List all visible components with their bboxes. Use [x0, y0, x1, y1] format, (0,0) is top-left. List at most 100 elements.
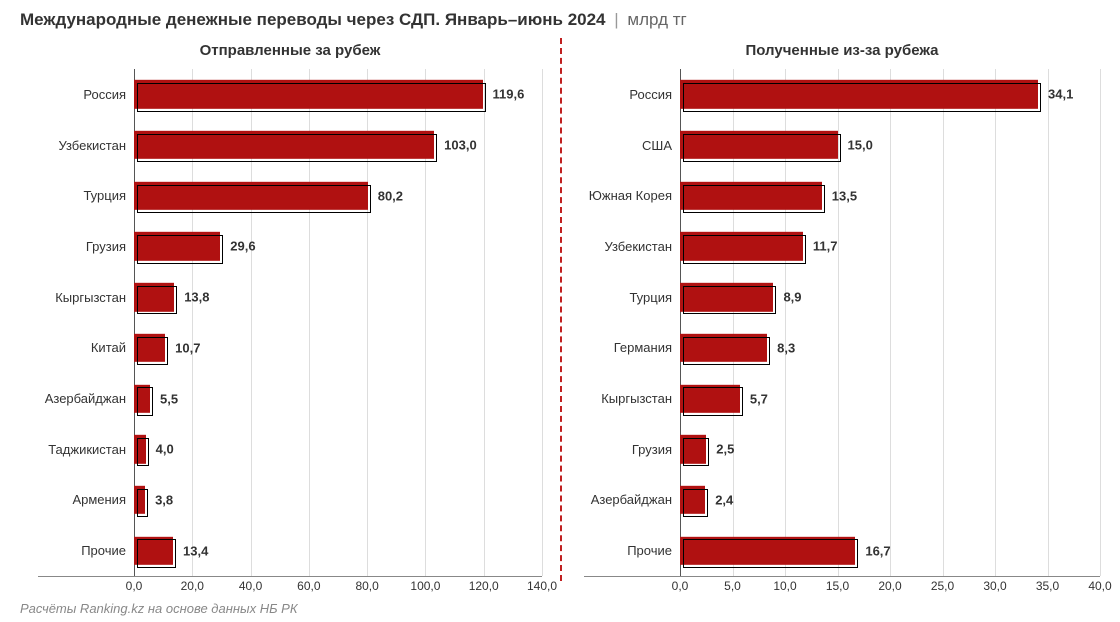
left-category-label: Грузия	[38, 239, 134, 254]
right-value-label: 8,3	[777, 340, 795, 355]
right-row: Германия 8,3	[584, 323, 1100, 374]
left-value-label: 13,4	[183, 543, 208, 558]
right-xtick-label: 5,0	[724, 579, 741, 593]
left-value-label: 29,6	[230, 239, 255, 254]
right-bar-area: 2,4	[680, 475, 1100, 526]
right-bar-area: 8,9	[680, 272, 1100, 323]
right-value-label: 2,4	[715, 492, 733, 507]
left-xtick-label: 0,0	[126, 579, 143, 593]
left-bar	[134, 384, 150, 412]
right-row: Кыргызстан 5,7	[584, 373, 1100, 424]
panel-left: Отправленные за рубеж Россия119,6Узбекис…	[20, 38, 560, 599]
right-xtick-label: 0,0	[672, 579, 689, 593]
left-row: Россия 119,6	[38, 69, 542, 120]
charts-container: Отправленные за рубеж Россия119,6Узбекис…	[20, 38, 1100, 599]
right-bar	[680, 486, 705, 514]
right-xtick-label: 40,0	[1088, 579, 1111, 593]
right-bar-area: 11,7	[680, 221, 1100, 272]
right-value-label: 5,7	[750, 391, 768, 406]
right-value-label: 8,9	[783, 290, 801, 305]
right-bar	[680, 232, 803, 260]
left-row: Кыргызстан13,8	[38, 272, 542, 323]
right-gridline	[1100, 69, 1101, 576]
right-category-label: Южная Корея	[584, 188, 680, 203]
right-xtick-label: 35,0	[1036, 579, 1059, 593]
right-bar	[680, 435, 706, 463]
left-row: Таджикистан4,0	[38, 424, 542, 475]
left-row: Армения3,8	[38, 475, 542, 526]
left-bar-area: 103,0	[134, 120, 542, 171]
left-bar-area: 119,6	[134, 69, 542, 120]
right-row: Грузия2,5	[584, 424, 1100, 475]
plot-right-inner: Россия 34,1 США 15,0 Южная Корея 13,5 Узбекист…	[584, 69, 1100, 576]
left-row: Азербайджан5,5	[38, 373, 542, 424]
right-value-label: 16,7	[865, 543, 890, 558]
right-category-label: Прочие	[584, 543, 680, 558]
left-value-label: 80,2	[378, 188, 403, 203]
xaxis-left: 0,020,040,060,080,0100,0120,0140,0	[38, 577, 542, 599]
right-value-label: 34,1	[1048, 87, 1073, 102]
left-bar	[134, 334, 165, 362]
left-value-label: 3,8	[155, 492, 173, 507]
right-bar-area: 5,7	[680, 373, 1100, 424]
left-category-label: Россия	[38, 87, 134, 102]
title-separator: |	[610, 10, 622, 29]
left-xtick-label: 80,0	[355, 579, 378, 593]
left-bar	[134, 536, 173, 564]
left-category-label: Узбекистан	[38, 138, 134, 153]
left-row: Турция80,2	[38, 170, 542, 221]
right-bar-area: 13,5	[680, 170, 1100, 221]
page-root: Международные денежные переводы через СД…	[0, 0, 1120, 622]
footnote: Расчёты Ranking.kz на основе данных НБ Р…	[20, 601, 1100, 616]
plot-left-inner: Россия 119,6 Узбекистан 103,0 Турция80,2 Груз…	[38, 69, 542, 576]
left-category-label: Прочие	[38, 543, 134, 558]
left-bar-area: 3,8	[134, 475, 542, 526]
title-main: Международные денежные переводы через СД…	[20, 10, 606, 29]
panel-divider	[560, 38, 562, 581]
left-value-label: 103,0	[444, 138, 477, 153]
right-xtick-label: 20,0	[878, 579, 901, 593]
right-row: Южная Корея 13,5	[584, 170, 1100, 221]
right-row: Прочие 16,7	[584, 525, 1100, 576]
right-row: Узбекистан11,7	[584, 221, 1100, 272]
panel-right: Полученные из-за рубежа Россия34,1США15,…	[560, 38, 1100, 599]
right-category-label: Узбекистан	[584, 239, 680, 254]
right-bar-area: 15,0	[680, 120, 1100, 171]
left-category-label: Таджикистан	[38, 442, 134, 457]
left-xtick-label: 140,0	[527, 579, 557, 593]
left-bar-area: 29,6	[134, 221, 542, 272]
right-category-label: Германия	[584, 340, 680, 355]
left-row: Китай10,7	[38, 323, 542, 374]
right-xtick-label: 10,0	[773, 579, 796, 593]
right-row: Россия 34,1	[584, 69, 1100, 120]
left-row: Узбекистан 103,0	[38, 120, 542, 171]
right-category-label: Кыргызстан	[584, 391, 680, 406]
chart-title: Международные денежные переводы через СД…	[20, 10, 1100, 30]
right-value-label: 15,0	[848, 138, 873, 153]
left-xtick-label: 20,0	[181, 579, 204, 593]
right-value-label: 13,5	[832, 188, 857, 203]
right-category-label: Россия	[584, 87, 680, 102]
left-bar	[134, 182, 368, 210]
right-row: Азербайджан2,4	[584, 475, 1100, 526]
left-xtick-label: 120,0	[469, 579, 499, 593]
right-category-label: Турция	[584, 290, 680, 305]
title-unit: млрд тг	[627, 10, 686, 29]
left-bar-area: 13,8	[134, 272, 542, 323]
left-value-label: 5,5	[160, 391, 178, 406]
right-bar-area: 34,1	[680, 69, 1100, 120]
right-category-label: США	[584, 138, 680, 153]
left-value-label: 119,6	[493, 87, 525, 102]
xaxis-right: 0,05,010,015,020,025,030,035,040,0	[584, 577, 1100, 599]
right-value-label: 2,5	[716, 442, 734, 457]
right-bar	[680, 536, 855, 564]
right-bar-area: 8,3	[680, 323, 1100, 374]
right-bar	[680, 334, 767, 362]
right-bar	[680, 182, 822, 210]
left-bar	[134, 232, 220, 260]
left-bar	[134, 435, 146, 463]
plot-right: Россия 34,1 США 15,0 Южная Корея 13,5 Узбекист…	[584, 69, 1100, 577]
left-bar	[134, 283, 174, 311]
right-row: Турция 8,9	[584, 272, 1100, 323]
left-bar-area: 80,2	[134, 170, 542, 221]
